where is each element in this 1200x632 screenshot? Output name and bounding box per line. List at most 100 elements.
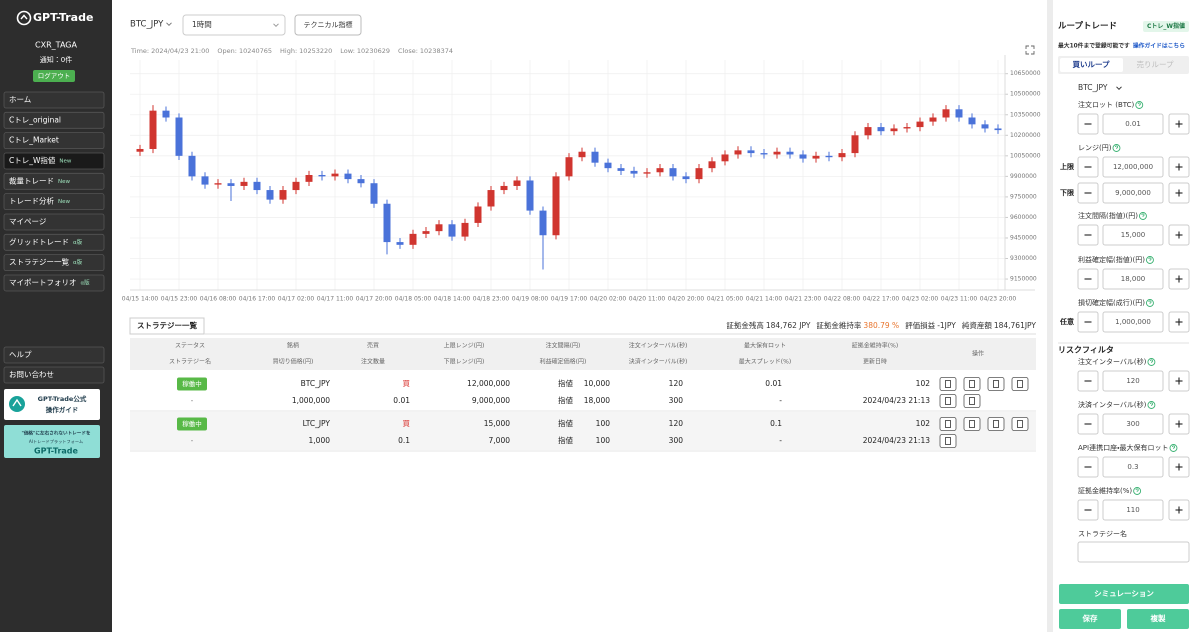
input-value[interactable]: 0.3 [1127,463,1138,471]
number-input[interactable] [1102,113,1164,135]
action-button[interactable] [963,394,981,408]
tab-active[interactable] [129,317,205,335]
number-input[interactable] [1102,182,1164,204]
menu-item[interactable] [3,91,105,109]
menu-label[interactable]: トレード分析 [9,196,54,206]
input-value[interactable]: 15,000 [1121,231,1146,239]
help-icon[interactable] [1133,487,1142,495]
input-value[interactable]: 110 [1126,506,1139,514]
input-value[interactable]: 1,000,000 [1115,318,1151,326]
action-button[interactable] [963,377,981,391]
menu-item[interactable] [3,193,105,211]
banner-ad-line[interactable]: GPT-Trade [34,447,79,456]
menu-label[interactable]: マイページ [9,217,47,226]
menu-badge[interactable]: α版 [73,238,83,246]
input-value[interactable]: 9,000,000 [1115,189,1151,197]
menu-item[interactable] [3,274,105,292]
menu-item[interactable] [3,172,105,190]
action-button[interactable] [939,377,957,391]
number-input[interactable] [1102,311,1164,333]
menu-item[interactable] [3,132,105,150]
copy-label[interactable]: 複製 [1150,613,1167,623]
menu-badge[interactable]: New [59,158,71,164]
action-button[interactable] [987,417,1005,431]
banner-ad[interactable] [4,425,100,458]
action-button[interactable] [987,377,1005,391]
menu-label[interactable]: お問い合わせ [9,369,54,379]
menu-label[interactable]: Cトレ_original [9,115,61,124]
menu-item[interactable] [3,111,105,129]
symbol-select[interactable]: BTC_JPY [130,20,164,30]
interval-select[interactable] [182,14,286,36]
save-button[interactable] [1059,609,1121,629]
action-button[interactable] [1011,377,1029,391]
copy-button[interactable] [1127,609,1189,629]
action-button[interactable] [963,417,981,431]
menu-item[interactable] [3,233,105,251]
menu-item[interactable] [3,152,105,170]
interval-value[interactable]: 1時間 [192,20,212,29]
form-symbol[interactable]: BTC_JPY [1078,83,1108,92]
simulate-button[interactable] [1059,584,1189,604]
input-value[interactable]: 18,000 [1121,275,1146,283]
input-value[interactable]: 120 [1126,377,1139,385]
number-input[interactable] [1102,413,1164,435]
help-icon[interactable] [1147,401,1156,409]
help-icon[interactable] [1138,212,1147,220]
input-value[interactable]: 300 [1126,420,1139,428]
menu-item[interactable] [3,346,105,364]
indicator-label[interactable]: テクニカル指標 [304,20,353,29]
help-icon[interactable] [1147,358,1156,366]
input-value[interactable]: 0.01 [1125,120,1141,128]
menu-label[interactable]: ヘルプ [9,350,32,359]
help-icon[interactable] [1135,101,1144,109]
number-input[interactable] [1102,156,1164,178]
menu-label[interactable]: ホーム [9,95,31,104]
help-icon[interactable] [1169,444,1178,452]
number-input[interactable] [1102,268,1164,290]
menu-badge[interactable]: α版 [73,258,83,266]
candle-body [552,176,560,236]
logout-label[interactable]: ログアウト [38,71,71,80]
menu-badge[interactable]: New [58,199,70,205]
menu-badge[interactable]: New [58,179,70,185]
menu-label[interactable]: Cトレ_W指値 [9,155,56,165]
loop-tab[interactable]: 売りループ [1136,59,1174,69]
indicator-button[interactable] [294,14,362,36]
help-icon[interactable] [1145,256,1154,264]
menu-badge[interactable]: α版 [81,278,91,286]
help-icon[interactable] [1145,299,1154,307]
banner-guide-line[interactable]: GPT-Trade公式 [38,394,87,403]
banner-ad-line[interactable]: AIトレードプラットフォーム [29,439,83,445]
input-value[interactable]: 12,000,000 [1113,163,1153,171]
banner-guide[interactable] [4,389,100,420]
logout-button[interactable] [33,70,75,82]
expand-button[interactable] [1025,45,1035,55]
menu-item[interactable] [3,254,105,272]
simulate-label[interactable]: シミュレーション [1094,589,1154,598]
save-label[interactable]: 保存 [1082,613,1099,623]
menu-label[interactable]: マイポートフォリオ [9,278,77,287]
menu-label[interactable]: グリッドトレード [9,236,69,246]
action-button[interactable] [939,434,957,448]
strategy-name-input[interactable] [1077,541,1190,563]
menu-label[interactable]: Cトレ_Market [9,136,59,145]
banner-ad-line[interactable]: "価格"に左右されないトレードを [21,430,91,437]
banner-guide-line[interactable]: 操作ガイド [46,405,79,414]
action-button[interactable] [939,394,957,408]
help-icon[interactable] [1112,144,1121,152]
action-button[interactable] [939,417,957,431]
number-input[interactable] [1102,456,1164,478]
tab-active-bg[interactable] [1060,58,1123,72]
number-input[interactable] [1102,499,1164,521]
loop-tab[interactable]: 買いループ [1072,59,1110,69]
number-input[interactable] [1102,224,1164,246]
number-input[interactable] [1102,370,1164,392]
menu-label[interactable]: 裁量トレード [9,175,54,185]
action-button[interactable] [1011,417,1029,431]
menu-item[interactable] [3,366,105,384]
menu-label[interactable]: ストラテジー一覧 [9,257,69,267]
menu-item[interactable] [3,213,105,231]
guide-link[interactable]: 操作ガイドはこちら [1133,42,1185,50]
tab-label[interactable]: ストラテジー一覧 [137,320,197,330]
